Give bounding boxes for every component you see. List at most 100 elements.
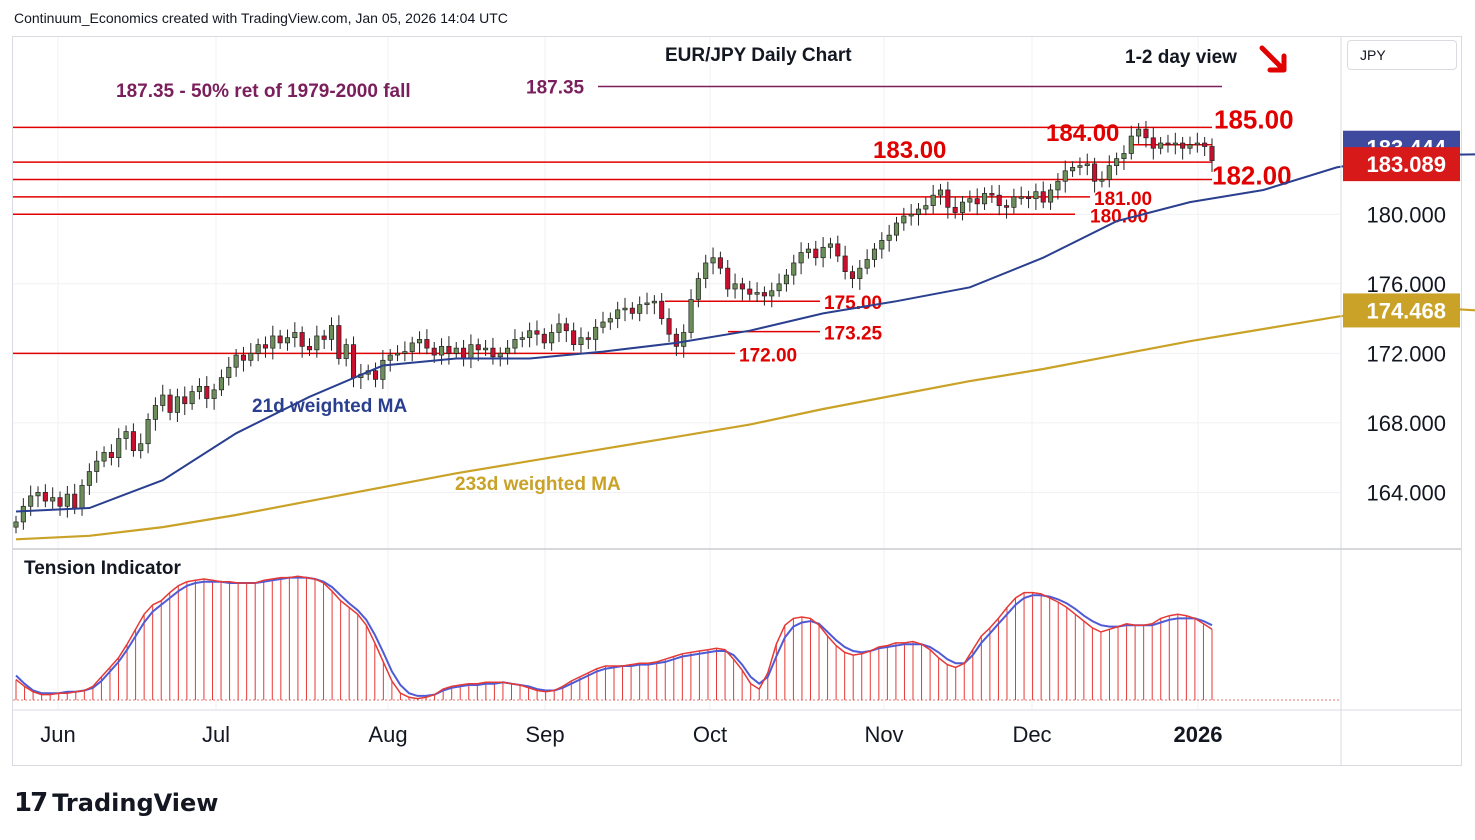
candle-body [255, 344, 261, 354]
tradingview-logo-text: TradingView [52, 789, 219, 817]
candle-body [1128, 135, 1134, 154]
candle-body [1165, 142, 1171, 146]
candle-body [607, 318, 613, 323]
candle-body [1136, 128, 1142, 137]
candle-body [1040, 191, 1046, 203]
candle-body [1106, 165, 1112, 180]
level-label: 172.00 [739, 345, 797, 366]
tension-indicator [13, 575, 1340, 701]
y-tick-label: 172.000 [1366, 341, 1446, 366]
candle-body [248, 352, 254, 361]
chart-credit: Continuum_Economics created with Trading… [14, 10, 508, 26]
candle-body [28, 495, 34, 507]
candle-body [152, 405, 158, 420]
candle-body [857, 267, 863, 279]
candle-body [42, 492, 48, 502]
candle-body [893, 222, 900, 236]
candle-body [138, 443, 144, 452]
candle-body [446, 346, 452, 354]
y-tick-label: 168.000 [1366, 411, 1446, 436]
candle-body [1077, 165, 1083, 168]
ma233-label: 233d weighted MA [455, 474, 621, 495]
candle-body [1055, 180, 1061, 191]
candle-body [1150, 137, 1156, 149]
candle-body [270, 335, 276, 349]
candle-body [622, 307, 628, 311]
candle-body [160, 394, 166, 406]
currency-selector[interactable]: JPY [1347, 40, 1457, 70]
candle-body [717, 257, 723, 269]
candle-body [380, 359, 386, 380]
candle-body [563, 323, 569, 332]
ma233-line [15, 305, 1475, 541]
candle-body [1180, 142, 1186, 149]
candle-body [879, 240, 885, 250]
candle-body [915, 208, 922, 215]
candle-body [842, 255, 848, 272]
candle-body [959, 201, 966, 213]
candle-body [615, 309, 621, 319]
candle-body [996, 194, 1002, 206]
candle-body [747, 288, 753, 295]
candle-body [277, 335, 283, 344]
candle-body [549, 332, 555, 344]
candles [13, 120, 1215, 534]
candle-body [1114, 158, 1120, 166]
candle-body [1172, 142, 1178, 146]
candle-body [739, 283, 745, 290]
level-label: 175.00 [824, 293, 882, 314]
candle-body [57, 497, 63, 507]
candle-body [453, 347, 459, 354]
candle-body [527, 330, 533, 339]
candle-body [86, 471, 92, 486]
candle-body [439, 346, 445, 356]
candle-body [945, 189, 951, 208]
level-label: 185.00 [1214, 104, 1294, 134]
candle-body [167, 394, 173, 413]
candle-body [849, 271, 856, 279]
tension-signal-line [15, 576, 1213, 697]
candle-body [424, 339, 430, 349]
candle-body [651, 300, 657, 304]
candle-body [475, 344, 481, 351]
candle-body [116, 438, 122, 458]
candle-body [299, 332, 305, 347]
down-arrow-icon [1259, 45, 1287, 73]
price-badge [1343, 293, 1460, 328]
view-label: 1-2 day view [1125, 47, 1237, 68]
candle-body [226, 366, 232, 379]
level-label: 184.00 [1046, 120, 1119, 147]
candle-body [901, 215, 907, 224]
candle-body [512, 339, 518, 349]
axes: Jun Jul Aug Sep Oct Nov Dec 2026180.000176.0001… [13, 37, 1461, 765]
candle-body [541, 333, 547, 344]
candle-body [306, 346, 313, 351]
candle-body [886, 234, 892, 241]
candle-body [1004, 205, 1010, 208]
x-tick-label: Jun [40, 722, 75, 747]
candle-body [1062, 170, 1068, 182]
candle-body [211, 389, 217, 399]
candle-body [835, 243, 841, 257]
level-label: 183.00 [873, 137, 946, 164]
y-tick-label: 180.000 [1366, 202, 1446, 227]
tradingview-logo[interactable]: 17 TradingView [14, 788, 218, 818]
candle-body [637, 304, 643, 314]
candle-body [534, 330, 540, 335]
candle-body [108, 452, 114, 458]
candle-body [761, 292, 767, 297]
candle-body [813, 248, 819, 259]
candle-body [468, 344, 474, 359]
candle-body [725, 267, 731, 290]
candle-body [284, 337, 291, 344]
candle-body [798, 252, 804, 264]
candle-body [431, 347, 437, 356]
x-tick-label: Jul [202, 722, 230, 747]
candle-body [1121, 153, 1127, 160]
candle-body [820, 246, 826, 259]
candle-body [769, 290, 775, 297]
tension-title: Tension Indicator [24, 558, 182, 579]
candle-body [72, 493, 78, 509]
candle-body [314, 335, 320, 351]
